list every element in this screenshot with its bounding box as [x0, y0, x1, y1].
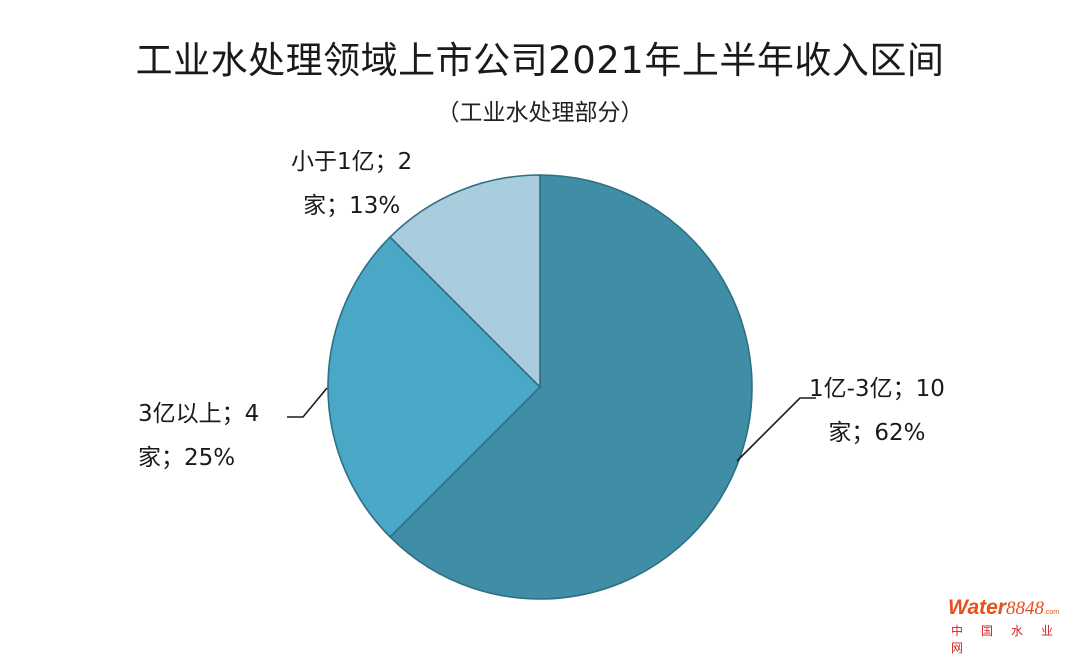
- slice-label-line2: 家；13%: [303, 193, 401, 219]
- watermark-brand-domain: .com: [1043, 609, 1060, 616]
- chart-title: 工业水处理领域上市公司2021年上半年收入区间: [135, 39, 945, 82]
- slice-label-under1yi: 小于1亿；2 家；13%: [291, 140, 412, 228]
- slice-label-line2: 家；62%: [828, 420, 926, 446]
- slice-label-line1: 1亿-3亿；10: [809, 376, 945, 402]
- slice-label-line2: 家；25%: [138, 445, 236, 471]
- pie-slice-1to3yi: [388, 174, 753, 600]
- slice-label-line1: 小于1亿；2: [291, 149, 413, 175]
- slice-label-1to3yi: 1亿-3亿；10 家；62%: [809, 367, 945, 455]
- watermark-brand-number: 8848: [1005, 598, 1044, 619]
- pie-slice-over3yi: [327, 235, 542, 539]
- slice-label-over3yi: 3亿以上；4 家；25%: [138, 392, 259, 480]
- watermark-cn-text: 中国水业网: [951, 624, 1072, 655]
- chart-subtitle: （工业水处理部分）: [436, 100, 644, 126]
- slice-label-line1: 3亿以上；4: [138, 401, 260, 427]
- leader-line-over3yi: [287, 387, 328, 418]
- watermark-brand-word: Water: [948, 596, 1006, 619]
- leader-line-1to3yi: [736, 397, 816, 462]
- watermark-logo: Water8848.com 中国水业网: [948, 596, 1073, 655]
- pie-slice-under1yi: [388, 174, 541, 389]
